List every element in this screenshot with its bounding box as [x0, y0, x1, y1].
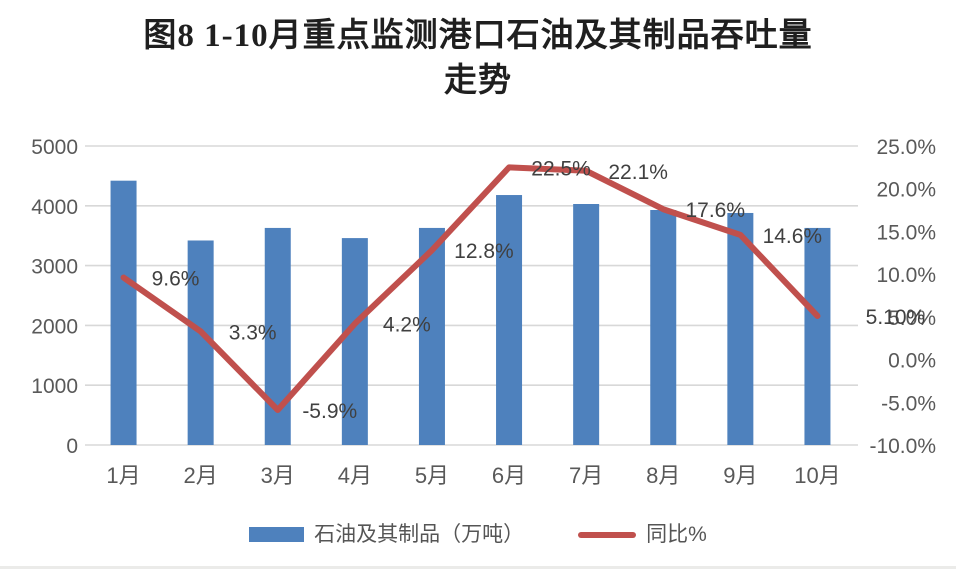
x-axis-label: 1月 — [106, 463, 140, 488]
right-axis-tick-label: 20.0% — [876, 179, 936, 202]
right-axis-tick-label: 10.0% — [876, 264, 936, 287]
x-axis-label: 7月 — [569, 463, 603, 488]
x-axis-label: 4月 — [338, 463, 372, 488]
x-axis-label: 6月 — [492, 463, 526, 488]
bar — [650, 209, 677, 445]
chart-title-line2: 走势 — [444, 62, 512, 99]
bar — [341, 238, 368, 445]
line-data-label: 22.5% — [531, 157, 591, 180]
bar — [573, 204, 600, 445]
line-series-label: 同比% — [646, 523, 707, 546]
line-data-label: 5.10% — [866, 306, 926, 329]
bar-series-swatch — [249, 527, 305, 542]
line-data-label: 22.1% — [608, 161, 668, 184]
bottom-divider — [0, 566, 956, 569]
right-axis-tick-label: 15.0% — [876, 221, 936, 244]
right-axis-tick-label: 0.0% — [888, 350, 936, 373]
trend-line — [120, 164, 821, 413]
line-data-label: 3.3% — [229, 321, 277, 344]
x-axis-label: 2月 — [184, 463, 218, 488]
right-axis-tick-label: -5.0% — [881, 392, 936, 415]
x-axis-label: 5月 — [415, 463, 449, 488]
bar — [110, 180, 137, 445]
x-axis-label: 9月 — [723, 463, 757, 488]
left-axis-tick-label: 5000 — [31, 136, 78, 159]
x-axis-label: 10月 — [794, 463, 840, 488]
line-data-label: 12.8% — [454, 240, 514, 263]
line-data-label: 4.2% — [383, 314, 431, 337]
bar — [496, 195, 523, 445]
bar-series-label: 石油及其制品（万吨） — [314, 523, 525, 546]
chart-title-line1: 图8 1-10月重点监测港口石油及其制品吞吐量 — [143, 18, 813, 54]
left-axis-tick-label: 3000 — [31, 256, 78, 279]
left-axis-tick-label: 4000 — [31, 196, 78, 219]
left-axis-tick-label: 1000 — [31, 375, 78, 398]
right-axis-tick-label: 25.0% — [876, 136, 936, 159]
right-axis-tick-label: -10.0% — [869, 435, 936, 458]
line-series-swatch — [578, 531, 637, 538]
bar — [418, 227, 445, 445]
chart-title: 图8 1-10月重点监测港口石油及其制品吞吐量 走势 — [0, 14, 956, 103]
line-data-label: 14.6% — [763, 225, 823, 248]
bar — [804, 227, 831, 445]
left-axis-tick-label: 0 — [66, 435, 78, 458]
x-axis-label: 3月 — [261, 463, 295, 488]
left-axis-tick-label: 2000 — [31, 315, 78, 338]
right-axis-tick-label: 5.0% — [888, 307, 936, 330]
line-data-label: 9.6% — [152, 268, 200, 291]
line-data-label: -5.9% — [302, 400, 357, 423]
x-axis-label: 8月 — [646, 463, 680, 488]
chart-legend: 石油及其制品（万吨） 同比% — [0, 518, 956, 548]
bar — [727, 212, 754, 445]
line-data-label: 17.6% — [685, 199, 745, 222]
